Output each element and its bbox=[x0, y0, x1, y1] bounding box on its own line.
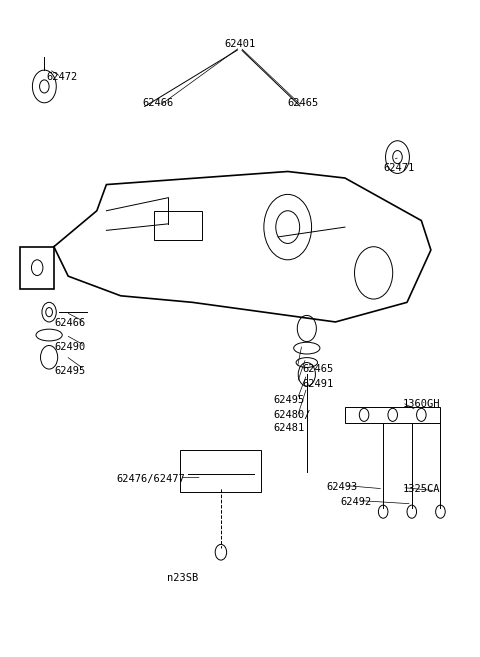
Text: n23SB: n23SB bbox=[167, 574, 198, 583]
Text: 62476/62477: 62476/62477 bbox=[116, 474, 185, 484]
Text: 62492: 62492 bbox=[340, 497, 372, 507]
Text: 62491: 62491 bbox=[302, 379, 333, 389]
Text: 62493: 62493 bbox=[326, 482, 357, 492]
Text: 62495: 62495 bbox=[54, 366, 85, 376]
Text: 62490: 62490 bbox=[54, 342, 85, 351]
Text: 1360GH: 1360GH bbox=[402, 399, 440, 409]
Text: 62472: 62472 bbox=[47, 72, 78, 81]
Text: 1325CA: 1325CA bbox=[402, 484, 440, 494]
Text: 62466: 62466 bbox=[142, 98, 173, 108]
Text: 62465: 62465 bbox=[302, 364, 333, 374]
Text: 62466: 62466 bbox=[54, 318, 85, 328]
Text: 62495: 62495 bbox=[274, 396, 305, 405]
Text: 62480/: 62480/ bbox=[274, 410, 311, 420]
Text: 62481: 62481 bbox=[274, 423, 305, 433]
Circle shape bbox=[46, 307, 52, 317]
Text: 62471: 62471 bbox=[383, 163, 414, 173]
Text: 62401: 62401 bbox=[224, 39, 256, 49]
Text: 62465: 62465 bbox=[288, 98, 319, 108]
